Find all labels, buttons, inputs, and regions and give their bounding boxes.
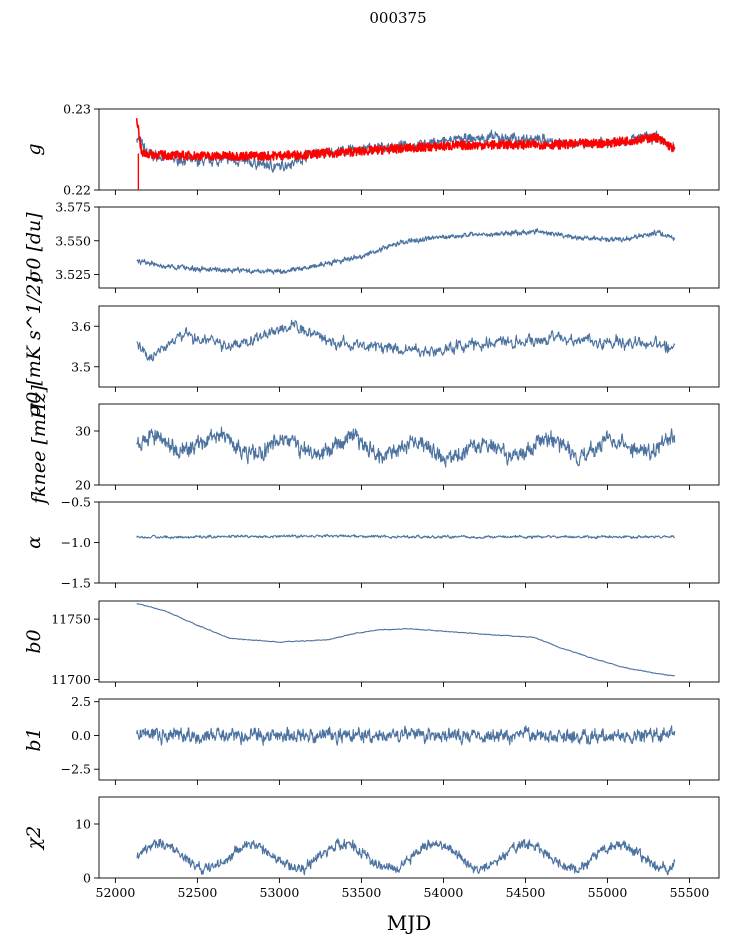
series-line (136, 838, 676, 876)
y-tick-label: 0.22 (63, 183, 91, 198)
y-tick-label: 3.6 (71, 319, 91, 334)
panel-2: 3.575 3.550 3.525 σ0 [du] (23, 200, 720, 293)
axes-frame (98, 698, 720, 781)
panel-7: 2.5 0.0 −2.5 b1 (23, 694, 720, 785)
y-tick-label: −2.5 (61, 762, 91, 777)
figure-title: 000375 (369, 9, 426, 27)
x-tick-label: 55000 (588, 885, 628, 900)
y-tick-label: −1.5 (61, 576, 91, 591)
panel-6: 11750 11700 b0 (23, 600, 720, 687)
x-tick-label: 52500 (178, 885, 218, 900)
panel-4: 30 20 fknee [mHz] (28, 385, 720, 506)
y-axis-label: α (23, 536, 45, 549)
series-line (136, 319, 676, 362)
panel-3: 3.6 3.5 σ0 [mK s^1/2] (23, 276, 720, 417)
y-tick-label: 0.23 (63, 102, 91, 117)
y-axis-label: b1 (23, 727, 45, 751)
x-tick-label: 54000 (424, 885, 464, 900)
y-tick-label: −1.0 (61, 535, 91, 550)
axes-frame (98, 305, 720, 388)
y-axis-label: fknee [mHz] (28, 385, 50, 506)
series-line (136, 725, 676, 746)
y-axis-label: b0 (23, 629, 45, 653)
y-axis-label: χ2 (23, 826, 45, 852)
y-tick-label: 2.5 (71, 694, 91, 709)
y-tick-label: 11750 (51, 612, 91, 627)
series-line (136, 228, 676, 275)
axes-frame (98, 600, 720, 683)
y-tick-label: 10 (75, 817, 91, 832)
x-axis-label: MJD (387, 911, 432, 935)
y-tick-label: 0 (83, 871, 91, 886)
y-tick-label: 30 (75, 424, 91, 439)
axes-frame (98, 206, 720, 289)
panel-5: −0.5 −1.0 −1.5 α (23, 495, 720, 591)
series-line (136, 533, 676, 540)
x-tick-label: 53000 (260, 885, 300, 900)
y-axis-label: σ0 [mK s^1/2] (23, 276, 45, 417)
panel-1: 0.23 0.22 g (23, 102, 720, 198)
x-tick-label: 52000 (96, 885, 136, 900)
y-tick-label: 20 (75, 478, 91, 493)
y-tick-label: −0.5 (61, 495, 91, 510)
y-tick-label: 3.550 (55, 233, 91, 248)
x-tick-label: 55500 (670, 885, 710, 900)
y-tick-label: 3.575 (55, 200, 91, 215)
series-line (136, 603, 675, 677)
axes-frame (98, 108, 720, 191)
y-axis-label: σ0 [du] (23, 212, 45, 283)
y-axis-label: g (23, 143, 45, 155)
axes-frame (98, 796, 720, 879)
panel-8: 10 0 52000 52500 53000 53500 54000 54500 55000 55… (23, 796, 720, 900)
y-tick-label: 11700 (51, 672, 91, 687)
y-tick-label: 3.5 (71, 359, 91, 374)
series-line-fit (135, 118, 676, 162)
axes-frame (98, 501, 720, 584)
y-tick-label: 3.525 (55, 267, 91, 282)
y-tick-label: 0.0 (71, 728, 91, 743)
x-tick-label: 53500 (342, 885, 382, 900)
x-tick-label: 54500 (506, 885, 546, 900)
axes-frame (98, 403, 720, 486)
series-line (136, 426, 676, 468)
